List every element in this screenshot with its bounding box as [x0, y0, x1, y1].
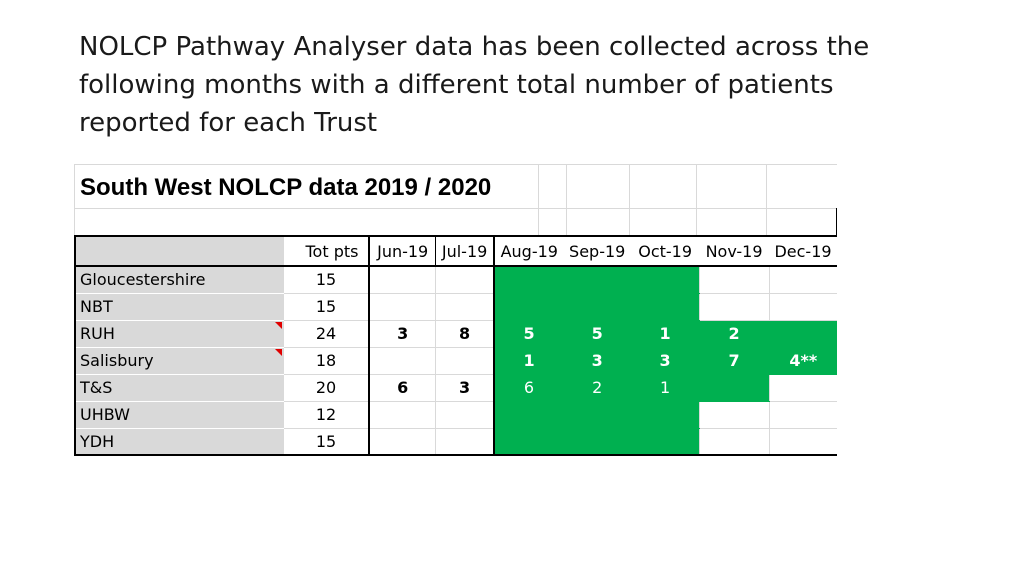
- table-row: UHBW 12: [74, 401, 837, 429]
- month-cell: 7: [698, 347, 769, 375]
- month-cell: [768, 428, 837, 456]
- month-cell: [493, 401, 564, 429]
- trust-name: YDH: [74, 428, 284, 456]
- tot-pts-value: 18: [283, 347, 370, 375]
- month-cell: [562, 266, 632, 294]
- month-cell: 5: [562, 320, 632, 348]
- table-row: YDH 15: [74, 428, 837, 456]
- tot-pts-header: Tot pts: [283, 235, 370, 267]
- month-header: Sep-19: [563, 235, 632, 267]
- month-cell: [368, 428, 436, 456]
- trust-name: Salisbury: [74, 347, 284, 375]
- month-cell: 3: [630, 347, 700, 375]
- trust-name: RUH: [74, 320, 284, 348]
- heading-line-1: NOLCP Pathway Analyser data has been col…: [79, 32, 870, 62]
- tot-pts-value: 24: [283, 320, 370, 348]
- table-row: Gloucestershire 15: [74, 266, 837, 294]
- table-row: T&S 20 6 3 6 2 1: [74, 374, 837, 402]
- month-cell: [630, 428, 700, 456]
- spreadsheet-image: South West NOLCP data 2019 / 2020 Tot pt…: [74, 164, 837, 469]
- month-cell: [630, 401, 700, 429]
- month-cell: [768, 320, 837, 348]
- heading-line-2: following months with a different total …: [79, 70, 834, 100]
- month-cell: [493, 428, 564, 456]
- tot-pts-value: 15: [283, 266, 370, 294]
- month-cell: [368, 293, 436, 321]
- month-header: Nov-19: [699, 235, 769, 267]
- sheet-gridlines: [74, 164, 837, 236]
- month-cell: [562, 428, 632, 456]
- tot-pts-value: 20: [283, 374, 370, 402]
- month-header: Oct-19: [631, 235, 700, 267]
- month-cell: [768, 266, 837, 294]
- month-cell: 8: [434, 320, 495, 348]
- sheet-title: South West NOLCP data 2019 / 2020: [80, 174, 492, 201]
- month-cell: [434, 293, 495, 321]
- comment-indicator-icon: [274, 348, 282, 356]
- month-header: Aug-19: [493, 235, 564, 267]
- month-cell: 4**: [768, 347, 837, 375]
- month-cell: 3: [562, 347, 632, 375]
- table-row: Salisbury 18 1 3 3 7 4**: [74, 347, 837, 375]
- month-cell: [493, 266, 564, 294]
- month-cell: 1: [630, 374, 700, 402]
- month-header: Dec-19: [769, 235, 837, 267]
- month-cell: [768, 374, 837, 402]
- month-cell: [698, 401, 769, 429]
- month-cell: [434, 428, 495, 456]
- month-cell: [434, 347, 495, 375]
- month-cell: 2: [698, 320, 769, 348]
- month-cell: [698, 266, 769, 294]
- tot-pts-value: 15: [283, 293, 370, 321]
- month-cell: 5: [493, 320, 564, 348]
- month-cell: [698, 293, 769, 321]
- nolcp-data-table: Tot pts Jun-19 Jul-19 Aug-19 Sep-19 Oct-…: [74, 235, 837, 456]
- month-cell: [768, 401, 837, 429]
- table-row: NBT 15: [74, 293, 837, 321]
- month-cell: 2: [562, 374, 632, 402]
- month-cell: [368, 266, 436, 294]
- comment-indicator-icon: [274, 321, 282, 329]
- month-cell: [562, 401, 632, 429]
- month-cell: 6: [493, 374, 564, 402]
- month-header: Jun-19: [368, 235, 436, 267]
- month-cell: 1: [493, 347, 564, 375]
- trust-name-text: Salisbury: [80, 351, 154, 370]
- month-cell: 3: [368, 320, 436, 348]
- trust-name-text: RUH: [80, 324, 115, 343]
- month-cell: [768, 293, 837, 321]
- trust-name: T&S: [74, 374, 284, 402]
- tot-pts-value: 12: [283, 401, 370, 429]
- trust-name: NBT: [74, 293, 284, 321]
- month-cell: 6: [368, 374, 436, 402]
- month-cell: 3: [434, 374, 495, 402]
- month-cell: 1: [630, 320, 700, 348]
- header-row: Tot pts Jun-19 Jul-19 Aug-19 Sep-19 Oct-…: [74, 235, 837, 267]
- month-cell: [434, 266, 495, 294]
- month-cell: [368, 347, 436, 375]
- month-cell: [698, 428, 769, 456]
- month-cell: [630, 293, 700, 321]
- month-cell: [630, 266, 700, 294]
- month-cell: [434, 401, 495, 429]
- trust-name: Gloucestershire: [74, 266, 284, 294]
- trust-name: UHBW: [74, 401, 284, 429]
- tot-pts-value: 15: [283, 428, 370, 456]
- month-cell: [493, 293, 564, 321]
- month-cell: [562, 293, 632, 321]
- trust-column-header: [74, 235, 284, 267]
- month-cell: [368, 401, 436, 429]
- slide-heading: NOLCP Pathway Analyser data has been col…: [79, 28, 979, 142]
- month-header: Jul-19: [434, 235, 495, 267]
- heading-line-3: reported for each Trust: [79, 108, 378, 138]
- month-cell: [698, 374, 769, 402]
- table-row: RUH 24 3 8 5 5 1 2: [74, 320, 837, 348]
